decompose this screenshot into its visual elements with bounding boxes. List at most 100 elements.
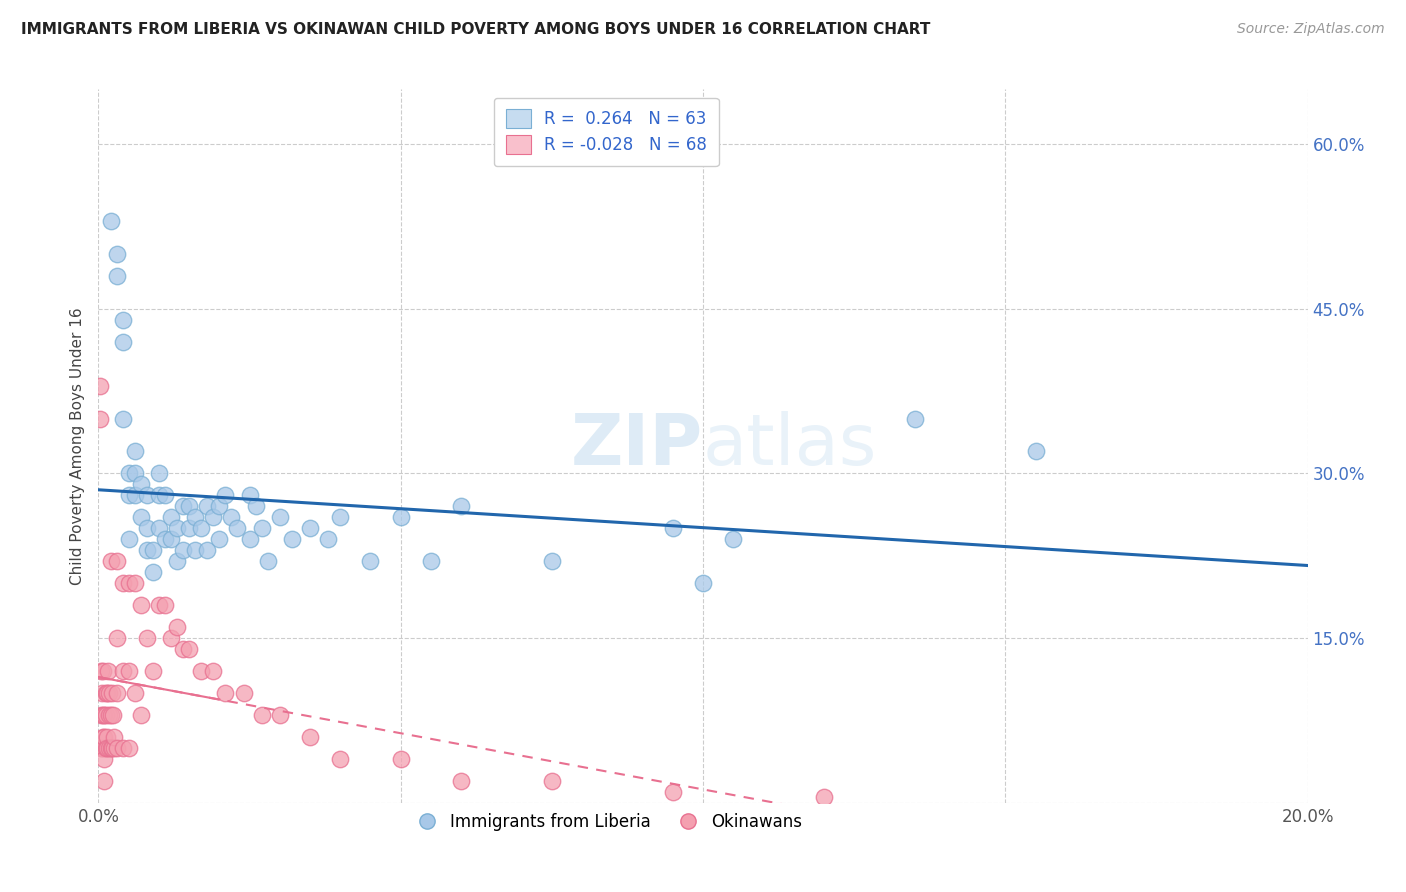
Point: [142, 664, 165, 678]
Point: [148, 521, 170, 535]
Point: [124, 444, 146, 458]
Point: [195, 500, 218, 514]
Point: [135, 631, 157, 645]
Point: [111, 411, 134, 425]
Point: [389, 510, 412, 524]
Point: [97, 664, 120, 678]
Point: [111, 664, 134, 678]
Point: [202, 510, 225, 524]
Point: [148, 488, 170, 502]
Point: [118, 664, 141, 678]
Point: [91, 740, 114, 755]
Point: [101, 708, 124, 723]
Point: [179, 642, 201, 657]
Point: [105, 247, 128, 261]
Point: [172, 543, 194, 558]
Point: [93, 773, 115, 788]
Point: [904, 411, 927, 425]
Point: [148, 598, 170, 612]
Point: [97, 708, 120, 723]
Point: [105, 554, 128, 568]
Point: [316, 533, 339, 547]
Point: [94, 740, 117, 755]
Point: [96, 686, 118, 700]
Point: [160, 631, 183, 645]
Point: [105, 686, 128, 700]
Point: [111, 312, 134, 326]
Point: [100, 554, 122, 568]
Point: [208, 500, 231, 514]
Point: [94, 686, 117, 700]
Text: atlas: atlas: [703, 411, 877, 481]
Point: [214, 488, 236, 502]
Point: [160, 533, 183, 547]
Point: [360, 554, 382, 568]
Point: [124, 467, 146, 481]
Point: [91, 686, 114, 700]
Point: [129, 598, 152, 612]
Point: [269, 510, 291, 524]
Point: [93, 730, 115, 744]
Point: [91, 664, 114, 678]
Point: [93, 740, 115, 755]
Text: ZIP: ZIP: [571, 411, 703, 481]
Point: [103, 730, 125, 744]
Y-axis label: Child Poverty Among Boys Under 16: Child Poverty Among Boys Under 16: [70, 307, 86, 585]
Point: [153, 488, 176, 502]
Point: [100, 686, 122, 700]
Point: [96, 708, 118, 723]
Point: [135, 488, 157, 502]
Point: [135, 521, 157, 535]
Point: [179, 500, 201, 514]
Point: [202, 664, 225, 678]
Point: [540, 554, 562, 568]
Point: [142, 543, 165, 558]
Point: [179, 521, 201, 535]
Point: [142, 566, 165, 580]
Point: [111, 740, 134, 755]
Point: [190, 664, 212, 678]
Point: [153, 598, 176, 612]
Point: [124, 686, 146, 700]
Point: [813, 790, 835, 805]
Text: IMMIGRANTS FROM LIBERIA VS OKINAWAN CHILD POVERTY AMONG BOYS UNDER 16 CORRELATIO: IMMIGRANTS FROM LIBERIA VS OKINAWAN CHIL…: [21, 22, 931, 37]
Point: [118, 533, 141, 547]
Point: [269, 708, 291, 723]
Point: [239, 488, 262, 502]
Point: [90, 664, 112, 678]
Point: [100, 214, 122, 228]
Point: [160, 510, 183, 524]
Point: [232, 686, 254, 700]
Point: [90, 740, 112, 755]
Point: [166, 554, 188, 568]
Point: [100, 708, 122, 723]
Point: [389, 752, 412, 766]
Point: [118, 467, 141, 481]
Point: [214, 686, 236, 700]
Point: [250, 521, 273, 535]
Point: [105, 740, 128, 755]
Point: [299, 730, 322, 744]
Point: [90, 708, 112, 723]
Point: [166, 521, 188, 535]
Point: [129, 477, 152, 491]
Point: [98, 686, 121, 700]
Point: [540, 773, 562, 788]
Point: [105, 631, 128, 645]
Point: [129, 708, 152, 723]
Point: [226, 521, 249, 535]
Point: [93, 752, 115, 766]
Point: [103, 740, 125, 755]
Point: [118, 488, 141, 502]
Point: [166, 620, 188, 634]
Point: [124, 576, 146, 591]
Point: [101, 740, 124, 755]
Point: [118, 576, 141, 591]
Point: [1024, 444, 1046, 458]
Point: [172, 642, 194, 657]
Point: [111, 334, 134, 349]
Point: [172, 500, 194, 514]
Point: [450, 500, 472, 514]
Point: [256, 554, 278, 568]
Point: [93, 708, 115, 723]
